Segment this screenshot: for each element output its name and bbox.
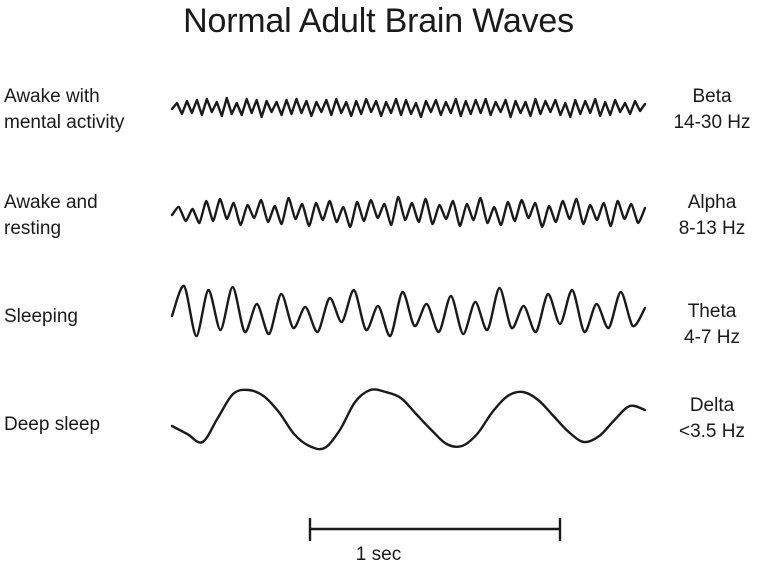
state-label-beta: Awake with mental activity: [4, 86, 125, 133]
eeg-trace-beta: [170, 96, 647, 119]
time-scale-bar: [308, 518, 562, 541]
band-label-beta: Beta 14-30 Hz: [673, 86, 751, 133]
eeg-trace-alpha: [170, 195, 647, 229]
band-label-alpha: Alpha 8-13 Hz: [678, 192, 746, 239]
page-title: Normal Adult Brain Waves: [183, 2, 574, 40]
eeg-trace-theta: [170, 284, 647, 338]
state-label-alpha: Awake and resting: [4, 192, 98, 239]
state-label-delta: Deep sleep: [4, 414, 101, 435]
scale-bar-label: 1 sec: [355, 544, 402, 565]
state-label-theta: Sleeping: [4, 306, 78, 327]
band-label-delta: Delta <3.5 Hz: [678, 395, 745, 442]
eeg-trace-delta: [170, 388, 647, 451]
band-label-theta: Theta 4-7 Hz: [684, 301, 740, 348]
